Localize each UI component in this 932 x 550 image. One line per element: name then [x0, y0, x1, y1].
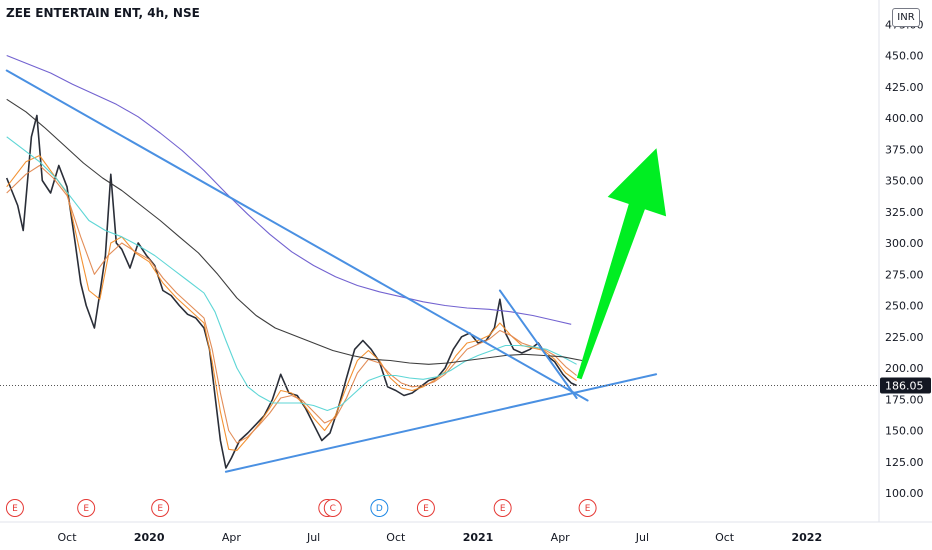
upper-trendline [5, 69, 589, 402]
event-marker-label: E [423, 504, 429, 514]
event-marker-label: E [157, 504, 163, 514]
series-ma-dark [6, 98, 583, 365]
y-tick-label: 200.00 [885, 362, 924, 375]
y-tick-label: 375.00 [885, 143, 924, 156]
event-marker-label: D [376, 504, 383, 514]
event-marker-label: E [83, 504, 89, 514]
y-tick-label: 175.00 [885, 393, 924, 406]
event-marker [77, 499, 96, 517]
y-tick-label: 225.00 [885, 331, 924, 344]
event-marker-label: E [585, 504, 591, 514]
last-price-label: 186.05 [885, 379, 924, 392]
x-tick-label: Oct [57, 531, 77, 544]
x-tick-label: 2020 [134, 531, 165, 544]
y-tick-label: 150.00 [885, 425, 924, 438]
event-marker [493, 499, 512, 517]
event-marker [323, 499, 342, 517]
x-tick-label: Apr [551, 531, 571, 544]
x-tick-label: Apr [222, 531, 242, 544]
x-tick-label: Oct [386, 531, 406, 544]
triangle-upper [498, 289, 578, 399]
forecast-arrow [576, 148, 667, 380]
y-tick-label: 300.00 [885, 237, 924, 250]
x-tick-label: Jul [635, 531, 649, 544]
series-ma-purple [6, 54, 572, 325]
currency-badge[interactable]: INR [892, 8, 920, 27]
y-tick-label: 450.00 [885, 50, 924, 63]
event-marker [5, 499, 24, 517]
y-tick-label: 400.00 [885, 112, 924, 125]
chart-title: ZEE ENTERTAIN ENT, 4h, NSE [6, 6, 200, 20]
y-tick-label: 125.00 [885, 456, 924, 469]
series-ma-cyan [6, 136, 577, 412]
event-marker-label: E [500, 504, 506, 514]
y-tick-label: 250.00 [885, 300, 924, 313]
x-tick-label: Jul [306, 531, 320, 544]
y-tick-label: 350.00 [885, 175, 924, 188]
series-ma-orange-fast [6, 154, 577, 452]
event-marker [578, 499, 597, 517]
x-tick-label: 2021 [463, 531, 494, 544]
x-tick-label: 2022 [791, 531, 822, 544]
y-tick-label: 100.00 [885, 487, 924, 500]
last-price-badge [880, 377, 931, 394]
event-marker-label: E [12, 504, 18, 514]
event-marker-label: C [330, 504, 336, 514]
series-ma-orange-slow [6, 164, 577, 444]
series-price [5, 114, 577, 469]
y-tick-label: 275.00 [885, 268, 924, 281]
lower-trendline [224, 373, 658, 473]
y-tick-label: 325.00 [885, 206, 924, 219]
y-tick-label: 425.00 [885, 81, 924, 94]
event-marker [416, 499, 435, 517]
x-tick-label: Oct [715, 531, 735, 544]
event-marker [370, 499, 389, 517]
event-marker [151, 499, 170, 517]
